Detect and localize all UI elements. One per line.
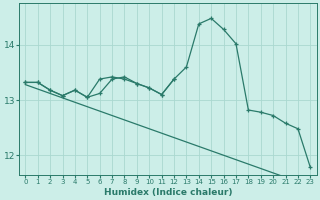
X-axis label: Humidex (Indice chaleur): Humidex (Indice chaleur) <box>104 188 232 197</box>
